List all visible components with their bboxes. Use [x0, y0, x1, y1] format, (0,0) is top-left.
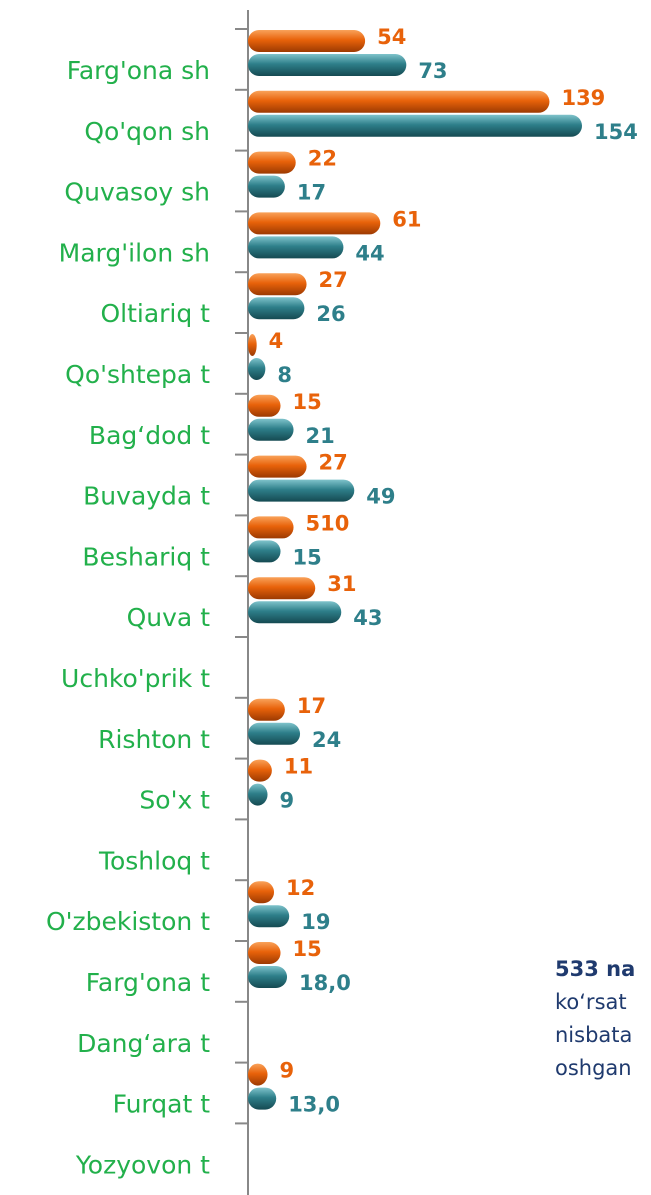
- value-label: 139: [561, 86, 605, 110]
- value-label: 54: [377, 25, 406, 49]
- bar: [248, 783, 268, 806]
- value-label: 9: [280, 1059, 295, 1083]
- bar: [248, 479, 355, 502]
- value-label: 61: [392, 207, 421, 231]
- note-line: ko‘rsat: [555, 990, 627, 1014]
- value-label: 13,0: [288, 1093, 340, 1117]
- value-label: 11: [284, 755, 313, 779]
- category-label: Qo'qon sh: [84, 117, 210, 146]
- bar: [248, 30, 366, 52]
- bar: [248, 114, 582, 137]
- bar: [248, 516, 294, 539]
- category-label: Buvayda t: [83, 482, 210, 511]
- bar: [248, 881, 275, 904]
- note-line: nisbata: [555, 1023, 632, 1047]
- category-label: O'zbekiston t: [46, 907, 210, 936]
- value-label: 154: [594, 120, 638, 144]
- value-label: 8: [277, 363, 292, 387]
- bar: [248, 212, 381, 235]
- category-label: Quva t: [127, 603, 211, 632]
- value-label: 73: [418, 59, 447, 83]
- bar: [248, 418, 294, 441]
- category-label: Farg'ona t: [86, 968, 210, 997]
- bar: [248, 942, 281, 964]
- value-label: 49: [366, 485, 395, 509]
- category-label: Oltiariq t: [100, 299, 210, 328]
- bar: [248, 1087, 277, 1110]
- bar: [248, 90, 550, 113]
- value-label: 27: [319, 451, 348, 475]
- bar: [248, 394, 281, 417]
- bar: [248, 966, 288, 988]
- value-label: 17: [297, 694, 326, 718]
- value-label: 15: [293, 937, 322, 961]
- value-label: 26: [316, 302, 345, 326]
- bar: [248, 151, 296, 174]
- category-label: Toshloq t: [98, 846, 210, 875]
- bar: [248, 698, 285, 721]
- note-line: oshgan: [555, 1056, 632, 1080]
- bar: [248, 1063, 268, 1086]
- category-label: Yozyovon t: [75, 1150, 210, 1179]
- value-label: 18,0: [299, 971, 351, 995]
- category-label: Qo'shtepa t: [65, 360, 210, 389]
- category-label: Beshariq t: [82, 542, 210, 571]
- category-label: Uchko'prik t: [61, 664, 210, 693]
- category-label: Dang‘ara t: [77, 1029, 210, 1058]
- value-label: 15: [293, 390, 322, 414]
- bar: [248, 540, 281, 563]
- bar: [248, 601, 342, 624]
- bar: [248, 577, 316, 600]
- value-label: 31: [327, 572, 356, 596]
- bar: [248, 54, 407, 76]
- category-label: Quvasoy sh: [64, 178, 210, 207]
- category-label: Bag‘dod t: [89, 421, 210, 450]
- value-label: 24: [312, 728, 341, 752]
- bar: [248, 455, 307, 478]
- value-label: 9: [280, 789, 295, 813]
- bar: [248, 175, 285, 198]
- category-label: Farg'ona sh: [67, 56, 210, 85]
- value-label: 12: [286, 876, 315, 900]
- value-label: 510: [306, 511, 350, 535]
- bar: [248, 236, 344, 259]
- category-label: Furqat t: [113, 1090, 211, 1119]
- category-label: So'x t: [139, 786, 210, 815]
- value-label: 17: [297, 181, 326, 205]
- bar: [248, 297, 305, 320]
- note-line: 533 na: [555, 957, 635, 981]
- value-label: 21: [306, 424, 335, 448]
- bar: [248, 273, 307, 296]
- value-label: 43: [353, 606, 382, 630]
- bar: [248, 358, 266, 380]
- bar: [248, 905, 290, 928]
- value-label: 19: [301, 910, 330, 934]
- bar: [248, 759, 272, 782]
- category-label: Marg'ilon sh: [59, 238, 210, 267]
- value-label: 4: [269, 329, 284, 353]
- bar: [248, 722, 301, 745]
- bar: [248, 334, 257, 356]
- value-label: 27: [319, 268, 348, 292]
- value-label: 15: [293, 545, 322, 569]
- value-label: 22: [308, 147, 337, 171]
- value-label: 44: [355, 241, 384, 265]
- category-label: Rishton t: [98, 725, 210, 754]
